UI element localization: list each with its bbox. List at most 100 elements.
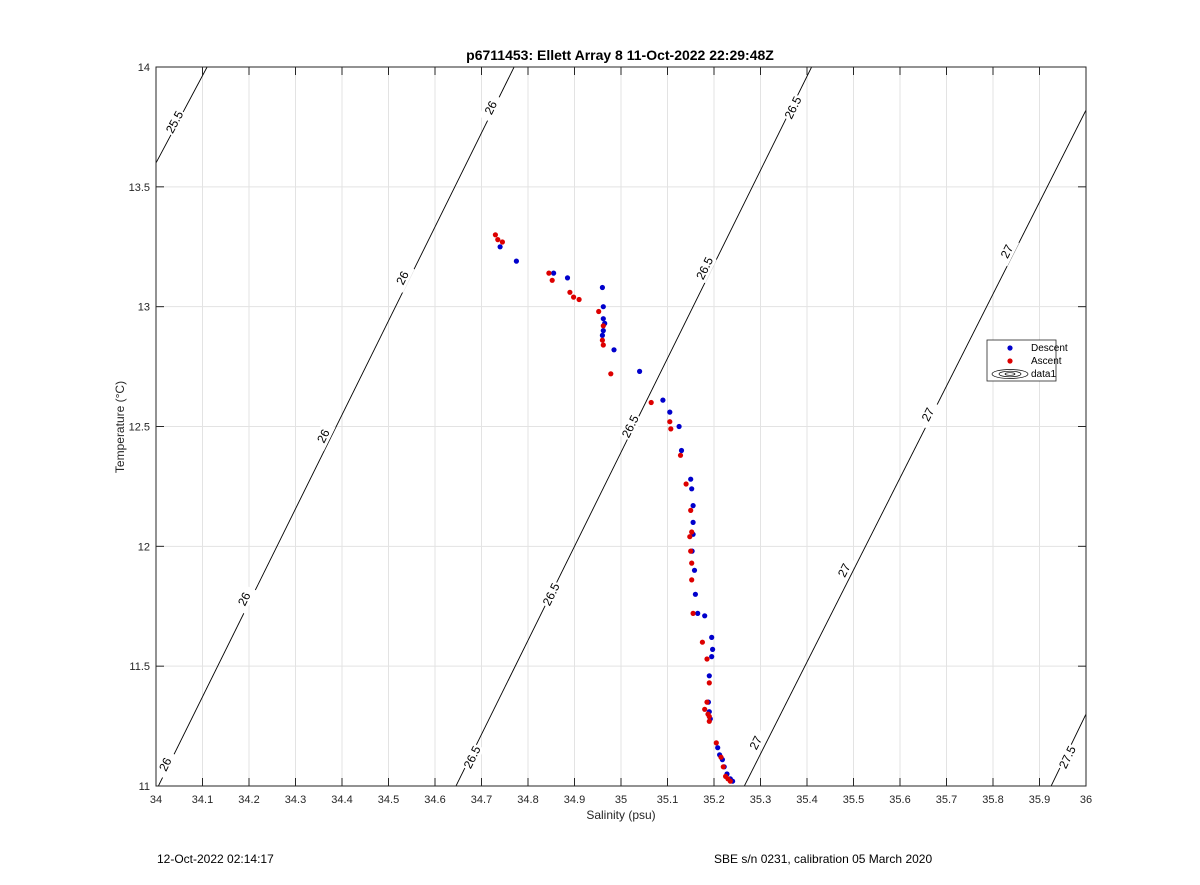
footer-timestamp: 12-Oct-2022 02:14:17 (157, 852, 274, 866)
ascent-point (689, 529, 695, 535)
legend-contour-marker (991, 369, 1029, 379)
x-tick-label: 35.7 (936, 794, 957, 806)
descent-point (706, 673, 712, 679)
descent-point (715, 745, 721, 751)
ascent-point (599, 337, 606, 343)
ascent-point (688, 507, 694, 513)
descent-point (691, 567, 698, 573)
ascent-point (499, 239, 505, 245)
descent-point (611, 347, 617, 353)
contour-label: 26 (156, 755, 175, 773)
y-tick-label: 14 (138, 62, 150, 74)
descent-point (689, 486, 695, 492)
contour-label: 26 (482, 98, 501, 116)
ascent-point (576, 296, 582, 303)
contour-label-gap (460, 742, 485, 772)
descent-point (600, 304, 606, 310)
ascent-point (702, 706, 708, 712)
ascent-point (689, 560, 695, 566)
contour-label-gap (232, 584, 257, 614)
contour-label: 27 (919, 405, 938, 424)
ascent-point (492, 232, 498, 238)
x-tick-label: 34.4 (331, 794, 352, 806)
contour-label: 26 (314, 427, 333, 445)
descent-point (709, 634, 715, 641)
x-tick-label: 35.4 (796, 794, 817, 806)
x-tick-label: 35.6 (889, 794, 910, 806)
descent-point (667, 409, 673, 415)
contour-label-gap (539, 579, 564, 610)
ascent-point (713, 740, 719, 746)
x-tick-label: 35.3 (750, 794, 771, 806)
descent-point (690, 519, 696, 526)
x-tick-label: 34.1 (192, 794, 213, 806)
ascent-point (683, 481, 689, 487)
ascent-point (567, 289, 573, 295)
descent-point (702, 613, 708, 619)
x-tick-label: 34.9 (564, 794, 585, 806)
x-tick-label: 34.8 (517, 794, 538, 806)
ascent-point (699, 639, 706, 645)
y-tick-label: 12 (138, 541, 150, 553)
footer-calibration: SBE s/n 0231, calibration 05 March 2020 (714, 852, 933, 866)
x-tick-label: 36 (1080, 794, 1092, 806)
descent-point (600, 316, 606, 322)
ascent-point (677, 452, 684, 458)
descent-point (600, 328, 606, 334)
x-tick-label: 35.1 (657, 794, 678, 806)
descent-point (688, 476, 694, 482)
legend-ascent-label: Ascent (1031, 356, 1062, 367)
y-axis-label: Temperature (°C) (113, 381, 127, 473)
y-tick-label: 11.5 (129, 661, 150, 673)
contour-label-gap (390, 263, 415, 293)
contour-label: 26 (393, 269, 412, 287)
x-axis-label: Salinity (psu) (586, 808, 655, 822)
ascent-point (688, 548, 694, 554)
descent-point (660, 397, 666, 403)
contour-label: 27 (998, 242, 1017, 261)
y-tick-label: 13.5 (129, 182, 150, 194)
descent-point (599, 284, 606, 291)
ascent-point (720, 764, 726, 770)
ascent-point (668, 426, 674, 432)
ascent-point (689, 577, 695, 583)
legend-ascent-marker (1007, 358, 1013, 364)
descent-point (637, 368, 643, 374)
ascent-point (571, 294, 577, 300)
legend-descent-label: Descent (1031, 343, 1068, 354)
contour-label-gap (618, 411, 643, 442)
legend-descent-marker (1007, 345, 1013, 351)
contour-label-gap (743, 728, 768, 758)
ascent-point (549, 277, 555, 283)
contour-label-gap (153, 749, 178, 780)
ascent-point (690, 610, 696, 617)
descent-point (695, 610, 701, 617)
ascent-point (687, 534, 693, 540)
y-tick-label: 12.5 (129, 422, 150, 434)
ascent-point (648, 399, 654, 406)
x-tick-label: 34.2 (238, 794, 259, 806)
contour-label-gap (162, 107, 187, 137)
contour-label-gap (832, 555, 857, 586)
ascent-point (600, 323, 606, 329)
descent-point (599, 332, 606, 338)
data-points (492, 232, 736, 784)
contour-line-27 (743, 109, 1086, 786)
ascent-point (608, 371, 614, 377)
ascent-point (727, 778, 733, 784)
contour-label-gap (478, 92, 503, 123)
x-tick-label: 35.9 (1029, 794, 1050, 806)
legend-box (986, 339, 1057, 382)
contour-label-gap (692, 253, 717, 284)
grid-layer (155, 66, 1087, 787)
ascent-point (706, 718, 712, 724)
descent-point (692, 591, 699, 597)
ascent-point (596, 308, 602, 315)
contour-line-26 (157, 67, 515, 786)
descent-point (709, 654, 715, 660)
contour-label: 27 (835, 561, 854, 580)
legend-data1-label: data1 (1031, 369, 1056, 380)
descent-point (678, 447, 685, 454)
chart-title: p6711453: Ellett Array 8 11-Oct-2022 22:… (466, 47, 774, 63)
